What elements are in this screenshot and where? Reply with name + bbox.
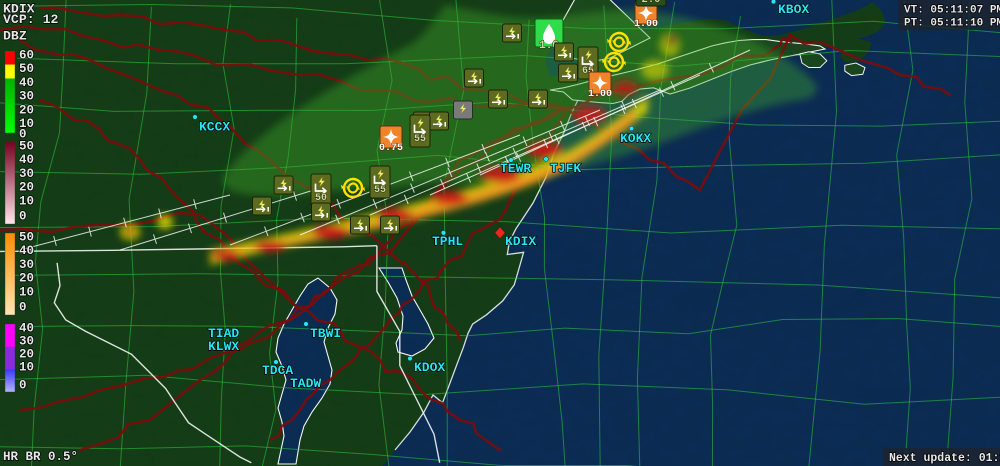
svg-text:Next update: 01:15: Next update: 01:15	[889, 452, 1000, 465]
svg-text:TJFK: TJFK	[550, 161, 581, 176]
svg-text:0.75: 0.75	[379, 143, 403, 154]
svg-text:0: 0	[19, 301, 27, 315]
svg-text:30: 30	[19, 167, 34, 181]
svg-text:KLWX: KLWX	[208, 339, 239, 354]
svg-text:0: 0	[19, 379, 27, 393]
svg-text:50: 50	[19, 231, 34, 245]
svg-text:50: 50	[19, 140, 34, 154]
svg-text:30: 30	[19, 335, 34, 349]
svg-text:40: 40	[19, 76, 34, 90]
svg-text:KOKX: KOKX	[620, 131, 651, 146]
svg-text:TBWI: TBWI	[310, 326, 341, 341]
svg-text:40: 40	[19, 322, 34, 336]
svg-text:PT: 05:11:10 PM: PT: 05:11:10 PM	[904, 18, 1000, 30]
svg-text:50: 50	[19, 62, 34, 76]
svg-text:40: 40	[19, 244, 34, 258]
svg-text:KDOX: KDOX	[414, 360, 445, 375]
svg-text:50: 50	[315, 193, 327, 204]
svg-text:55: 55	[374, 185, 386, 196]
svg-text:VT: 05:11:07 PM: VT: 05:11:07 PM	[904, 5, 1000, 17]
svg-text:KDIX: KDIX	[505, 234, 536, 249]
svg-text:TEWR: TEWR	[500, 161, 531, 176]
svg-text:30: 30	[19, 90, 34, 104]
svg-text:HR BR 0.5°: HR BR 0.5°	[3, 450, 78, 464]
svg-text:10: 10	[19, 285, 34, 299]
svg-text:40: 40	[19, 153, 34, 167]
svg-text:1.00: 1.00	[634, 19, 658, 30]
svg-text:20: 20	[19, 348, 34, 362]
svg-text:2.0: 2.0	[642, 0, 661, 6]
svg-text:20: 20	[19, 181, 34, 195]
svg-text:DBZ: DBZ	[3, 29, 27, 44]
svg-text:TDCA: TDCA	[262, 363, 293, 378]
svg-text:20: 20	[19, 272, 34, 286]
svg-text:60: 60	[19, 49, 34, 63]
svg-text:10: 10	[19, 361, 34, 375]
svg-text:55: 55	[414, 134, 426, 145]
svg-text:20: 20	[19, 103, 34, 117]
svg-text:KBOX: KBOX	[778, 2, 809, 17]
svg-text:10: 10	[19, 194, 34, 208]
svg-text:1.00: 1.00	[588, 89, 612, 100]
svg-text:30: 30	[19, 258, 34, 272]
svg-text:VCP: 12: VCP: 12	[3, 12, 58, 27]
svg-text:KCCX: KCCX	[199, 120, 230, 135]
svg-text:TPHL: TPHL	[432, 234, 463, 249]
svg-text:TADW: TADW	[290, 376, 321, 391]
svg-text:0: 0	[19, 210, 27, 224]
